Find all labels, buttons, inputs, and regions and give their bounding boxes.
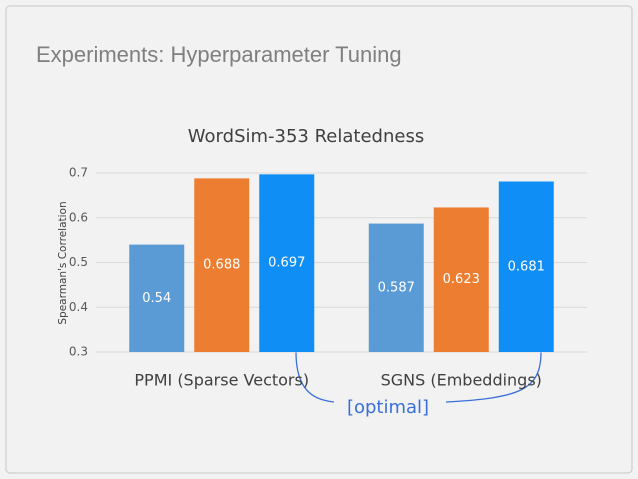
bar: [368, 223, 424, 352]
bar: [259, 174, 315, 352]
value-label: 0.688: [203, 258, 240, 273]
slide-title: Experiments: Hyperparameter Tuning: [36, 42, 402, 67]
value-label: 0.623: [443, 272, 480, 287]
annotation-arrow: [445, 351, 542, 403]
y-tick-label: 0.3: [69, 345, 88, 359]
slide-frame: [5, 5, 633, 474]
value-label: 0.681: [508, 259, 545, 274]
bar: [498, 181, 554, 352]
bar: [194, 178, 250, 352]
annotation-arrow: [295, 351, 335, 403]
y-tick-label: 0.4: [69, 300, 88, 314]
x-tick-label: SGNS (Embeddings): [381, 371, 542, 390]
annotation: [optimal]: [347, 397, 429, 418]
bar: [433, 207, 489, 352]
y-tick-label: 0.6: [69, 210, 88, 224]
value-label: 0.587: [378, 280, 415, 295]
x-tick-label: PPMI (Sparse Vectors): [134, 371, 309, 390]
y-tick-label: 0.7: [69, 166, 88, 180]
y-axis-label: Spearman's Correlation: [57, 201, 69, 324]
bar: [129, 244, 185, 352]
y-tick-label: 0.5: [69, 255, 88, 269]
chart-title: WordSim-353 Relatedness: [188, 126, 424, 147]
value-label: 0.697: [268, 256, 305, 271]
value-label: 0.54: [142, 291, 171, 306]
